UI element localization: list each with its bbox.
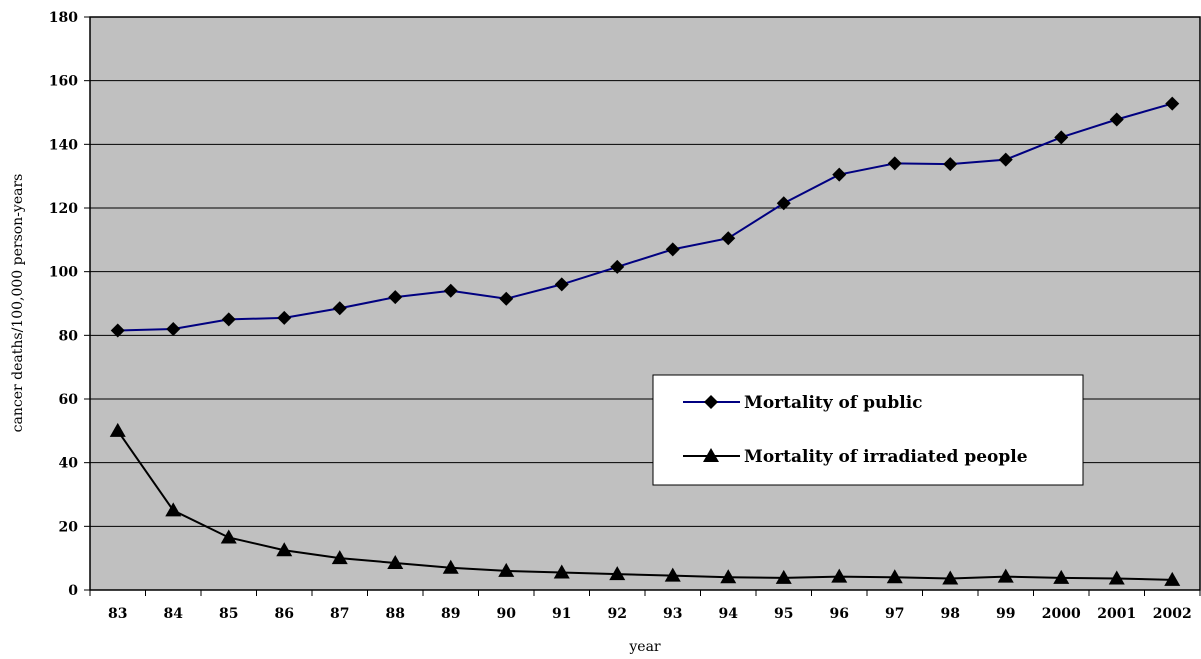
series-line [117,102,1173,332]
diamond-marker [776,196,791,211]
diamond-marker [443,283,458,298]
legend-label: Mortality of public [744,393,923,413]
triangle-marker [609,566,626,581]
legend-triangle-icon [703,448,719,462]
diamond-marker [554,277,569,292]
triangle-marker [109,422,126,437]
x-tick-label: 95 [774,606,793,622]
diamond-marker [277,310,292,325]
triangle-marker [387,554,404,569]
gridlines [90,80,1200,527]
x-tick-label: 93 [663,606,682,622]
diamond-marker [1165,96,1180,111]
x-tick-label: 86 [275,606,294,622]
legend-item: Mortality of irradiated people [683,447,1028,467]
legend-diamond-icon [704,395,718,409]
plot-area [89,16,1201,591]
x-tick-label: 2000 [1042,606,1081,622]
diamond-marker [166,321,181,336]
x-tick-label: 98 [941,606,960,622]
y-tick-label: 80 [59,328,79,344]
x-tick-label: 99 [996,606,1015,622]
x-tick-label: 87 [330,606,349,622]
diamond-marker [665,242,680,257]
y-tick-label: 180 [49,10,78,26]
x-tick-label: 2002 [1153,606,1192,622]
x-tick-label: 84 [164,606,184,622]
series-2 [109,422,1181,586]
diamond-marker [887,156,902,171]
triangle-marker [331,550,348,565]
y-axis-ticks: 0 20 40 60 80 100 120 140 160 180 [49,10,90,599]
diamond-marker [1109,112,1124,127]
triangle-marker [664,567,681,582]
legend-label: Mortality of irradiated people [744,447,1028,467]
diamond-marker [332,301,347,316]
triangle-marker [220,529,237,544]
x-tick-label: 97 [885,606,904,622]
legend: Mortality of public Mortality of irradiat… [652,374,1084,486]
diamond-marker [221,312,236,327]
x-tick-label: 88 [386,606,405,622]
diamond-marker [110,323,125,338]
triangle-marker [886,569,903,584]
x-tick-label: 90 [497,606,517,622]
diamond-marker [832,167,847,182]
diamond-marker [388,290,403,305]
legend-item: Mortality of public [683,393,923,413]
x-tick-label: 96 [830,606,849,622]
y-tick-label: 160 [49,74,78,90]
x-tick-label: 89 [441,606,460,622]
triangle-marker [942,570,959,585]
triangle-marker [442,559,459,574]
y-tick-label: 0 [68,583,78,599]
series-1 [110,96,1180,338]
triangle-marker [1053,569,1070,584]
y-tick-label: 20 [59,519,79,535]
y-tick-label: 120 [49,201,78,217]
x-axis-ticks: 83 84 85 86 87 88 89 90 91 92 93 94 95 96 97 98 99 2000 20… [89,590,1201,622]
y-tick-label: 100 [49,265,78,281]
y-tick-label: 60 [59,392,79,408]
diamond-marker [499,291,514,306]
diamond-marker [998,152,1013,167]
triangle-marker [997,568,1014,583]
triangle-marker [498,562,515,577]
x-tick-label: 94 [719,606,739,622]
y-tick-label: 40 [59,456,79,472]
x-tick-label: 92 [608,606,627,622]
x-tick-label: 83 [108,606,127,622]
diamond-marker [1054,130,1069,145]
x-tick-label: 91 [552,606,571,622]
triangle-marker [775,569,792,584]
legend-box [652,374,1084,486]
diamond-marker [610,259,625,274]
diamond-marker [943,157,958,172]
triangle-marker [276,542,293,557]
y-axis-title: cancer deaths/100,000 person-years [10,174,26,433]
x-tick-label: 2001 [1097,606,1136,622]
triangle-marker [1108,570,1125,585]
triangle-marker [553,564,570,579]
series-layer [109,96,1181,586]
triangle-marker [720,569,737,584]
x-axis-title: year [628,639,661,655]
triangle-marker [165,502,182,517]
triangle-marker [831,568,848,583]
y-tick-label: 140 [49,137,78,153]
diamond-marker [721,231,736,246]
series-line [116,430,1173,581]
x-tick-label: 85 [219,606,238,622]
triangle-marker [1164,571,1181,586]
